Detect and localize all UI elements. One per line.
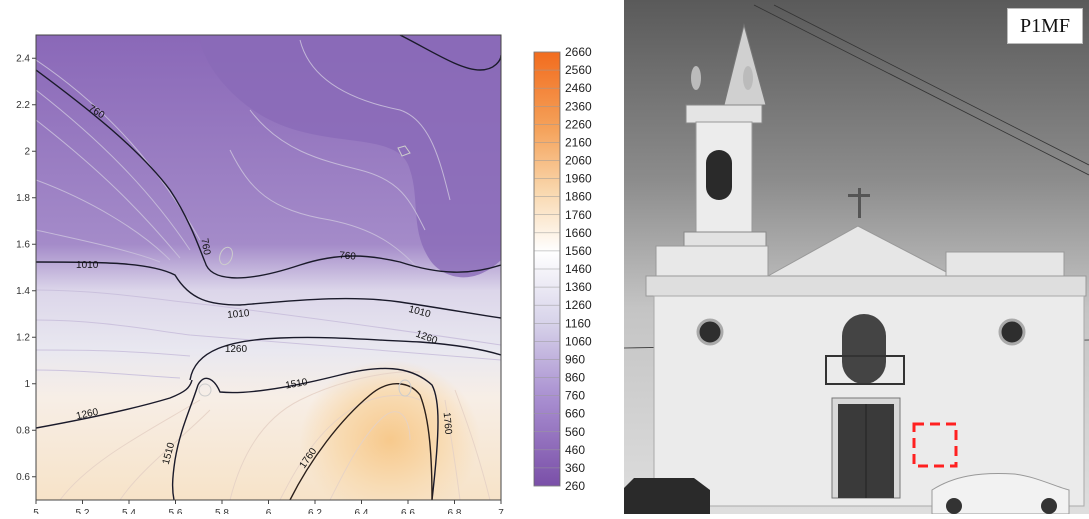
contour-label: 760 (198, 237, 212, 256)
x-tick-label: 5.4 (122, 508, 136, 514)
contour-1260-lower (36, 379, 193, 429)
colorbar-tick-label: 1260 (565, 298, 592, 312)
colorbar-tick-label: 1060 (565, 334, 592, 348)
colorbar-tick-label: 1760 (565, 208, 592, 222)
contour-label: 760 (339, 250, 357, 262)
colorbar: 2660 2560 2460 2360 2260 2160 2060 1960 1860 1760… (533, 45, 592, 493)
colorbar-tick-label: 860 (565, 371, 585, 385)
y-tick-label: 2.4 (16, 53, 30, 64)
colorbar-tick-label: 1460 (565, 262, 592, 276)
colorbar-tick-label: 1660 (565, 226, 592, 240)
x-tick-label: 5.6 (169, 508, 183, 514)
colorbar-labels: 2660 2560 2460 2360 2260 2160 2060 1960 1860 1760… (565, 45, 592, 493)
bell-tower (683, 23, 767, 247)
contour-1510-lower (171, 384, 199, 500)
colorbar-tick-label: 1860 (565, 190, 592, 204)
x-tick-label: 6.8 (448, 508, 462, 514)
y-tick-label: 0.6 (16, 472, 30, 483)
colorbar-tick-label: 560 (565, 425, 585, 439)
colorbar-tick-label: 1360 (565, 280, 592, 294)
church-photo-panel: P1MF (623, 0, 1089, 515)
colorbar-tick-label: 460 (565, 443, 585, 457)
cars (624, 473, 1070, 515)
contour-label: 1760 (441, 412, 454, 436)
colorbar-tick-label: 2660 (565, 45, 592, 59)
contour-label: 1510 (285, 377, 309, 392)
colorbar-tick-label: 2560 (565, 63, 592, 77)
y-tick-label: 2.2 (16, 100, 30, 111)
contour-1760 (289, 383, 433, 500)
y-tick-label: 1 (24, 379, 30, 390)
colorbar-tick-label: 2460 (565, 81, 592, 95)
photo-tag: P1MF (1007, 8, 1083, 44)
colorbar-tick-label: 1960 (565, 172, 592, 186)
x-tick-label: 5.2 (76, 508, 90, 514)
y-tick-label: 0.8 (16, 425, 30, 436)
colorbar-tick-label: 260 (565, 479, 585, 493)
colorbar-tick-label: 2060 (565, 154, 592, 168)
x-tick-label: 7 (498, 508, 504, 514)
colorbar-tick-label: 760 (565, 389, 585, 403)
y-tick-label: 1.4 (16, 286, 30, 297)
y-tick-label: 1.8 (16, 193, 30, 204)
contour-760-west (36, 69, 206, 263)
contour-1260-upper (189, 336, 501, 381)
colorbar-tick-label: 360 (565, 461, 585, 475)
y-tick-label: 2 (24, 146, 30, 157)
colorbar-tick-label: 2160 (565, 135, 592, 149)
x-tick-label: 6 (266, 508, 272, 514)
contour-label: 1010 (76, 260, 99, 271)
colorbar-tick-label: 1160 (565, 316, 591, 330)
colorbar-bands (534, 51, 560, 487)
x-tick-label: 6.6 (401, 508, 415, 514)
x-axis: 5 5.2 5.4 5.6 5.8 6 6.2 6.4 6.6 6.8 7 (33, 500, 504, 519)
colorbar-tick-label: 2260 (565, 117, 592, 131)
contour-760-central (204, 255, 501, 279)
contour-1010 (36, 261, 501, 319)
contour-label: 1260 (75, 407, 99, 422)
x-tick-label: 6.4 (355, 508, 369, 514)
contour-chart-panel: 760 760 760 1010 1010 1010 1260 1260 1260 1510 151… (16, 34, 592, 519)
bell-window (706, 150, 732, 200)
contour-1510-upper (197, 367, 439, 500)
x-tick-label: 6.2 (308, 508, 322, 514)
y-axis: 0.6 0.8 1 1.2 1.4 1.6 1.8 2 2.2 2.4 (16, 53, 36, 483)
colorbar-tick-label: 660 (565, 407, 585, 421)
contour-label: 1260 (225, 344, 248, 355)
colorbar-tick-label: 960 (565, 352, 585, 366)
contour-label: 1010 (227, 308, 251, 321)
church-facade (645, 188, 1087, 507)
church-photo (623, 0, 1089, 515)
colorbar-tick-label: 2360 (565, 99, 592, 113)
x-tick-label: 5.8 (215, 508, 229, 514)
colorbar-tick-label: 1560 (565, 244, 592, 258)
contour-760-northeast (399, 35, 501, 71)
y-tick-label: 1.6 (16, 239, 30, 250)
y-tick-label: 1.2 (16, 332, 30, 343)
inspection-marker (912, 422, 958, 468)
x-tick-label: 5 (33, 508, 39, 514)
